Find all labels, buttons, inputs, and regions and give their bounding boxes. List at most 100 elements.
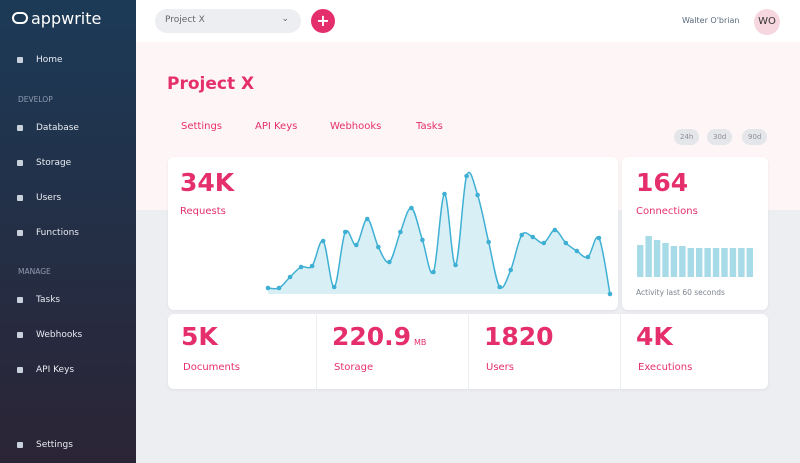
nav-icon bbox=[17, 230, 23, 236]
range-button[interactable]: 24h bbox=[674, 129, 700, 145]
bar bbox=[738, 248, 745, 277]
divider bbox=[620, 314, 621, 389]
point bbox=[331, 284, 337, 290]
tab[interactable]: Settings bbox=[181, 121, 223, 132]
metric-label: Connections bbox=[636, 206, 698, 217]
divider bbox=[468, 314, 469, 389]
nav-item[interactable]: Database bbox=[36, 123, 79, 133]
point bbox=[497, 284, 502, 290]
point bbox=[409, 205, 414, 211]
bar bbox=[712, 248, 720, 277]
avatar[interactable]: WO bbox=[754, 9, 780, 35]
point bbox=[320, 238, 326, 244]
nav-section: DEVELOP bbox=[18, 95, 53, 104]
point bbox=[276, 285, 282, 291]
nav-icon bbox=[17, 367, 23, 373]
nav-item[interactable]: Tasks bbox=[36, 295, 61, 305]
point bbox=[442, 191, 447, 197]
point bbox=[596, 235, 602, 241]
point bbox=[519, 232, 525, 238]
bar bbox=[721, 248, 728, 277]
stat-value: 220.9 bbox=[332, 322, 412, 351]
tab[interactable]: Tasks bbox=[416, 121, 443, 132]
stat-value: 5K bbox=[181, 322, 218, 351]
point bbox=[431, 269, 436, 275]
bar bbox=[746, 248, 753, 277]
add-button[interactable]: + bbox=[311, 9, 335, 33]
bar bbox=[670, 246, 678, 277]
nav-icon bbox=[17, 442, 23, 448]
nav-icon bbox=[17, 195, 23, 201]
sidebar: appwrite Home DEVELOP Database Storage Users… bbox=[0, 0, 136, 463]
stat-unit: MB bbox=[414, 338, 427, 347]
logo-icon bbox=[12, 12, 28, 24]
stat-label: Users bbox=[486, 362, 515, 373]
point bbox=[563, 240, 569, 246]
nav-icon bbox=[17, 160, 23, 166]
requests-card bbox=[168, 157, 618, 310]
point bbox=[364, 216, 370, 222]
project-select-text: Project X bbox=[165, 15, 205, 25]
point bbox=[353, 242, 359, 248]
point bbox=[453, 262, 458, 268]
bar bbox=[729, 248, 737, 277]
tab[interactable]: API Keys bbox=[255, 121, 298, 132]
tab[interactable]: Webhooks bbox=[330, 121, 382, 132]
range-button[interactable]: 90d bbox=[742, 129, 768, 145]
nav-item[interactable]: Functions bbox=[36, 228, 79, 238]
chevron: ⌄ bbox=[281, 14, 289, 24]
point bbox=[420, 237, 425, 243]
stat-label: Storage bbox=[334, 362, 374, 373]
stat-value: 1820 bbox=[484, 322, 554, 351]
bar bbox=[679, 246, 686, 277]
nav-icon bbox=[17, 332, 23, 338]
bar bbox=[653, 240, 661, 277]
nav-item[interactable]: Home bbox=[36, 55, 63, 65]
nav-item[interactable]: Settings bbox=[36, 440, 73, 450]
point bbox=[475, 192, 480, 198]
nav-item[interactable]: API Keys bbox=[36, 365, 75, 375]
connections-card bbox=[622, 157, 768, 310]
nav-item[interactable]: Users bbox=[36, 193, 62, 203]
metric-label: Requests bbox=[180, 206, 226, 217]
nav-icon bbox=[17, 125, 23, 131]
metric-value: 34K bbox=[180, 168, 235, 197]
point bbox=[287, 274, 293, 280]
bar bbox=[645, 236, 652, 277]
line bbox=[267, 171, 611, 295]
bar bbox=[637, 245, 644, 277]
point bbox=[585, 254, 591, 260]
stat-label: Documents bbox=[183, 362, 241, 373]
project-select[interactable]: Project X ⌄ bbox=[155, 9, 301, 33]
bar bbox=[696, 248, 703, 277]
stat-label: Executions bbox=[638, 362, 693, 373]
bar bbox=[704, 248, 711, 277]
point bbox=[298, 264, 304, 270]
bar bbox=[687, 248, 694, 277]
point bbox=[552, 227, 558, 233]
point bbox=[309, 263, 315, 269]
nav-icon bbox=[17, 297, 23, 303]
metric-value: 164 bbox=[636, 168, 689, 197]
point bbox=[265, 285, 271, 291]
nav-item[interactable]: Webhooks bbox=[36, 330, 83, 340]
divider bbox=[316, 314, 317, 389]
nav-icon bbox=[17, 57, 23, 63]
stat-value: 4K bbox=[636, 322, 673, 351]
point bbox=[342, 229, 348, 235]
point bbox=[464, 173, 469, 179]
range-button[interactable]: 30d bbox=[707, 129, 733, 145]
bar bbox=[662, 243, 669, 277]
point bbox=[530, 234, 536, 240]
brand: appwrite bbox=[31, 9, 102, 28]
point bbox=[541, 240, 547, 246]
page-title: Project X bbox=[167, 74, 255, 94]
point bbox=[387, 259, 392, 265]
point bbox=[398, 229, 403, 235]
nav-item[interactable]: Storage bbox=[36, 158, 72, 168]
user-name[interactable]: Walter O'brian bbox=[682, 16, 740, 25]
point bbox=[486, 239, 491, 245]
point bbox=[508, 267, 514, 273]
